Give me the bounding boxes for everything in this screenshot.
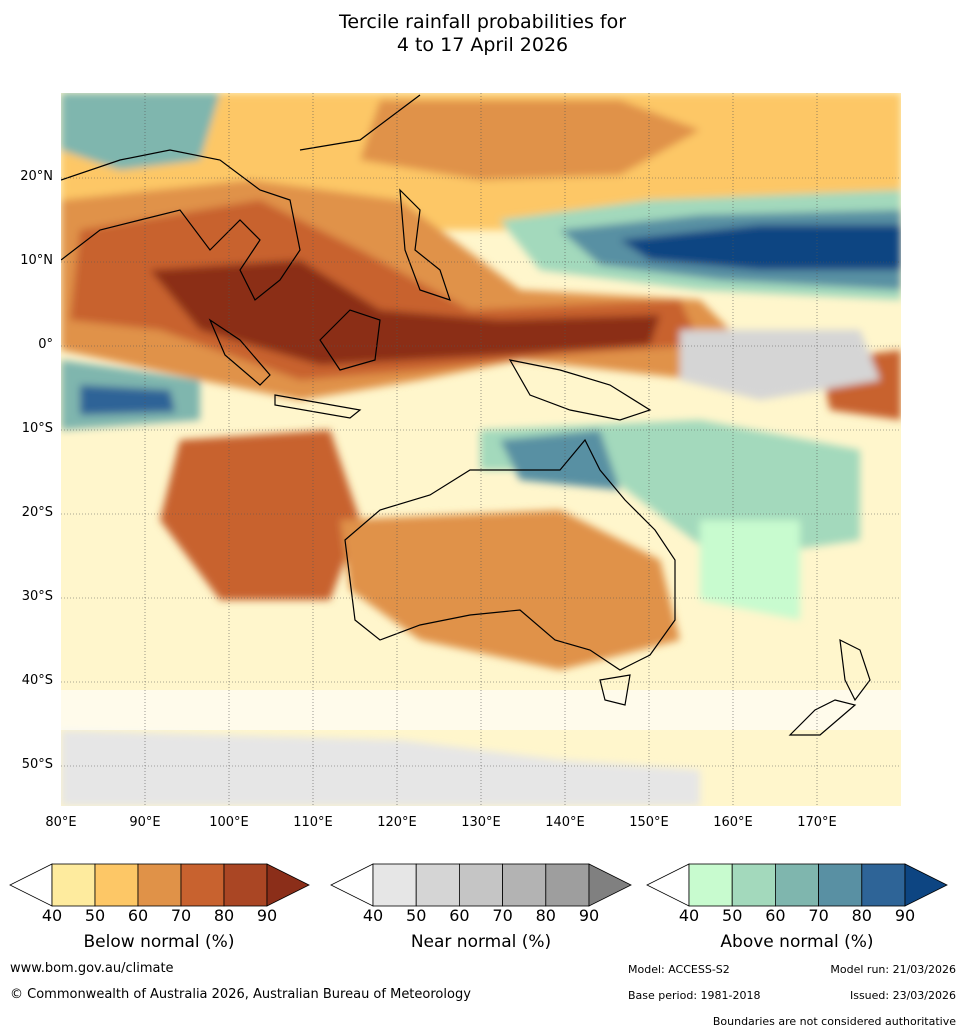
lat-label-10n: 10°N [20,253,53,268]
website-link[interactable]: www.bom.gov.au/climate [10,961,174,976]
lat-label-20s: 20°S [21,505,53,520]
near-normal-region-pacific [680,330,880,400]
sumatra-coastline [208,318,271,386]
above-normal-region-north-atlantic-ne [61,93,220,170]
below-colorbar-segment-1 [51,863,96,907]
near-colorbar-segment-4 [502,863,547,907]
below-colorbar-segment-5 [223,863,268,907]
lat-label-10s: 10°S [21,421,53,436]
model-name: Model: ACCESS-S2 [628,963,730,976]
above-colorbar-tick: 90 [894,906,916,925]
near-colorbar-segment-1 [372,863,417,907]
lon-label-150e: 150°E [629,815,669,830]
australia-coastline [344,438,676,671]
near-colorbar-tick: 70 [492,906,513,925]
borneo-coastline [319,309,381,371]
lon-label-90e: 90°E [129,815,161,830]
above-colorbar-segment-1 [688,863,733,907]
above-colorbar-tick: 40 [678,906,700,925]
near-colorbar-segment-5 [545,863,590,907]
below-colorbar-tick: 80 [213,906,235,925]
above-colorbar-segment-2 [731,863,776,907]
below-colorbar-over-triangle [266,863,310,907]
lon-label-170e: 170°E [797,815,837,830]
above-normal-region-north-pacific-core [620,225,901,270]
below-colorbar-tick: 40 [41,906,63,925]
lat-label-40s: 40°S [21,673,53,688]
below-colorbar-tick: 70 [170,906,192,925]
new-zealand-coastline [788,638,871,736]
below-colorbar-tick: 90 [256,906,278,925]
near-colorbar-tick: 90 [578,906,600,925]
above-colorbar-tick: 80 [851,906,872,925]
java-coastline [274,394,362,419]
near-colorbar-tick: 60 [449,906,470,925]
below-colorbar-segment-3 [137,863,182,907]
model-run-date: Model run: 21/03/2026 [830,963,956,976]
near-normal-region-southern-ocean [61,730,700,806]
lon-label-80e: 80°E [45,815,77,830]
above-colorbar-segment-3 [775,863,820,907]
near-normal-legend-title: Near normal (%) [410,932,552,952]
below-normal-region-maritime-peak [150,260,660,365]
base-period: Base period: 1981-2018 [628,989,761,1002]
lat-label-50s: 50°S [21,757,53,772]
lat-label-0: 0° [38,337,53,352]
near-colorbar-segment-2 [415,863,460,907]
below-normal-legend-title: Below normal (%) [83,932,235,952]
above-normal-legend-title: Above normal (%) [720,932,874,952]
asia-coastline [61,94,421,301]
lon-label-110e: 110°E [293,815,333,830]
lon-label-100e: 100°E [209,815,249,830]
lon-label-130e: 130°E [461,815,501,830]
above-colorbar-segment-5 [861,863,906,907]
boundary-disclaimer: Boundaries are not considered authoritat… [712,1015,956,1028]
below-normal-region-australia [340,510,680,670]
map-title-line2: 4 to 17 April 2026 [396,34,569,56]
near-colorbar-under-triangle [330,863,374,907]
above-normal-region-west-indian-core [80,385,175,415]
lat-label-20n: 20°N [20,169,53,184]
above-colorbar-segment-4 [818,863,863,907]
below-normal-region-north-core [360,100,700,180]
new-guinea-coastline [508,359,652,421]
tasmania-coastline [599,674,631,706]
below-colorbar-tick: 50 [84,906,106,925]
lat-label-30s: 30°S [21,589,53,604]
above-colorbar-over-triangle [904,863,948,907]
above-normal-region-coral-sea-core [500,430,620,490]
map-title-line1: Tercile rainfall probabilities for [338,11,627,33]
copyright-notice: © Commonwealth of Australia 2026, Austra… [10,987,471,1002]
near-colorbar-tick: 40 [362,906,384,925]
lon-label-140e: 140°E [545,815,585,830]
lon-label-120e: 120°E [377,815,417,830]
below-colorbar-segment-2 [94,863,139,907]
below-colorbar-tick: 60 [127,906,149,925]
above-colorbar-tick: 50 [722,906,743,925]
lon-label-160e: 160°E [713,815,753,830]
above-colorbar-tick: 60 [765,906,786,925]
graticule [61,93,901,806]
near-colorbar-over-triangle [588,863,632,907]
above-colorbar-under-triangle [646,863,690,907]
above-colorbar-tick: 70 [808,906,829,925]
philippines-coastline [399,188,451,301]
near-colorbar-tick: 50 [406,906,427,925]
below-colorbar-under-triangle [9,863,53,907]
issued-date: Issued: 23/03/2026 [849,989,956,1002]
near-colorbar-tick: 80 [535,906,556,925]
below-normal-region-indian-ocean [160,430,360,600]
near-colorbar-segment-3 [458,863,503,907]
below-colorbar-segment-4 [180,863,225,907]
above-normal-region-tasman [700,520,800,620]
